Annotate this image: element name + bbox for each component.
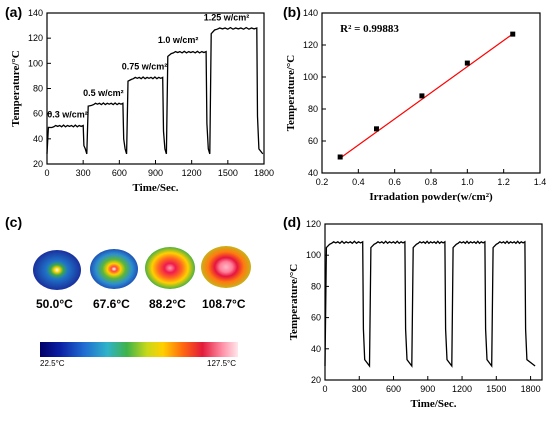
data-point — [464, 60, 470, 66]
panel-label-a: (a) — [5, 4, 23, 20]
x-axis-label: Time/Sec. — [411, 398, 457, 410]
x-tick-label: 1800 — [521, 384, 541, 394]
y-tick-label: 40 — [311, 344, 321, 354]
x-tick-label: 0 — [44, 168, 49, 178]
x-tick-label: 300 — [76, 168, 91, 178]
thermal-temp-1: 50.0°C — [36, 297, 73, 311]
y-tick-label: 20 — [311, 375, 321, 385]
y-tick-label: 40 — [308, 168, 318, 178]
data-point — [374, 126, 379, 132]
scale-min-label: 22.5°C — [40, 359, 65, 368]
panel-label-b: (b) — [283, 4, 301, 20]
y-tick-label: 120 — [303, 40, 318, 50]
y-axis-label: Temperature/°C — [288, 264, 300, 341]
panel-label-c: (c) — [5, 214, 23, 230]
x-tick-label: 600 — [386, 384, 401, 394]
x-tick-label: 0.6 — [388, 177, 401, 187]
y-tick-label: 120 — [306, 219, 321, 229]
y-tick-label: 80 — [308, 104, 318, 114]
thermal-temp-4: 108.7°C — [202, 297, 246, 311]
fit-line — [339, 33, 514, 159]
panel-label-d: (d) — [283, 214, 301, 230]
power-annotation: 1.0 w/cm² — [158, 35, 199, 45]
x-axis-label: Irradation powder(w/cm²) — [369, 191, 493, 203]
y-tick-label: 100 — [28, 58, 43, 68]
y-tick-label: 40 — [33, 134, 43, 144]
thermal-temp-3: 88.2°C — [149, 297, 186, 311]
x-tick-label: 0.4 — [352, 177, 365, 187]
y-axis-label: Temperature/°C — [285, 55, 297, 132]
scale-max-label: 127.5°C — [207, 359, 236, 368]
thermal-image-1 — [33, 250, 81, 290]
x-tick-label: 900 — [148, 168, 163, 178]
y-tick-label: 100 — [303, 72, 318, 82]
x-tick-label: 300 — [352, 384, 367, 394]
y-tick-label: 60 — [33, 109, 43, 119]
x-tick-label: 1500 — [486, 384, 506, 394]
series-line — [46, 26, 264, 155]
thermal-image-4 — [201, 246, 251, 288]
y-tick-label: 60 — [308, 136, 318, 146]
y-tick-label: 60 — [311, 313, 321, 323]
x-tick-label: 600 — [112, 168, 127, 178]
power-annotation: 1.25 w/cm² — [204, 13, 250, 23]
y-tick-label: 80 — [33, 84, 43, 94]
y-tick-label: 120 — [28, 33, 43, 43]
x-axis-label: Time/Sec. — [133, 182, 179, 194]
x-tick-label: 0.8 — [425, 177, 438, 187]
plot-frame — [324, 223, 543, 381]
data-point — [419, 93, 425, 99]
series-line — [324, 240, 536, 368]
x-tick-label: 1500 — [218, 168, 238, 178]
y-tick-label: 20 — [33, 159, 43, 169]
x-tick-label: 1200 — [182, 168, 202, 178]
x-tick-label: 1200 — [452, 384, 472, 394]
x-tick-label: 1800 — [254, 168, 274, 178]
thermal-temp-2: 67.6°C — [93, 297, 130, 311]
x-tick-label: 1.2 — [497, 177, 510, 187]
y-tick-label: 100 — [306, 250, 321, 260]
y-tick-label: 140 — [28, 8, 43, 18]
power-annotation: 0.5 w/cm² — [83, 88, 124, 98]
power-annotation: 0.75 w/cm² — [122, 62, 168, 72]
x-tick-label: 900 — [420, 384, 435, 394]
y-tick-label: 80 — [311, 281, 321, 291]
color-scale-bar — [40, 342, 238, 357]
x-tick-label: 0 — [322, 384, 327, 394]
data-point — [337, 154, 343, 160]
power-annotation: 0.3 w/cm² — [47, 109, 88, 119]
y-tick-label: 140 — [303, 8, 318, 18]
thermal-image-2 — [90, 249, 138, 289]
r2-annotation: R² = 0.99883 — [340, 23, 399, 35]
x-tick-label: 1.4 — [534, 177, 547, 187]
data-point — [510, 31, 516, 37]
x-tick-label: 0.2 — [316, 177, 329, 187]
thermal-image-3 — [145, 247, 195, 289]
x-tick-label: 1.0 — [461, 177, 474, 187]
y-axis-label: Temperature/°C — [10, 50, 22, 127]
